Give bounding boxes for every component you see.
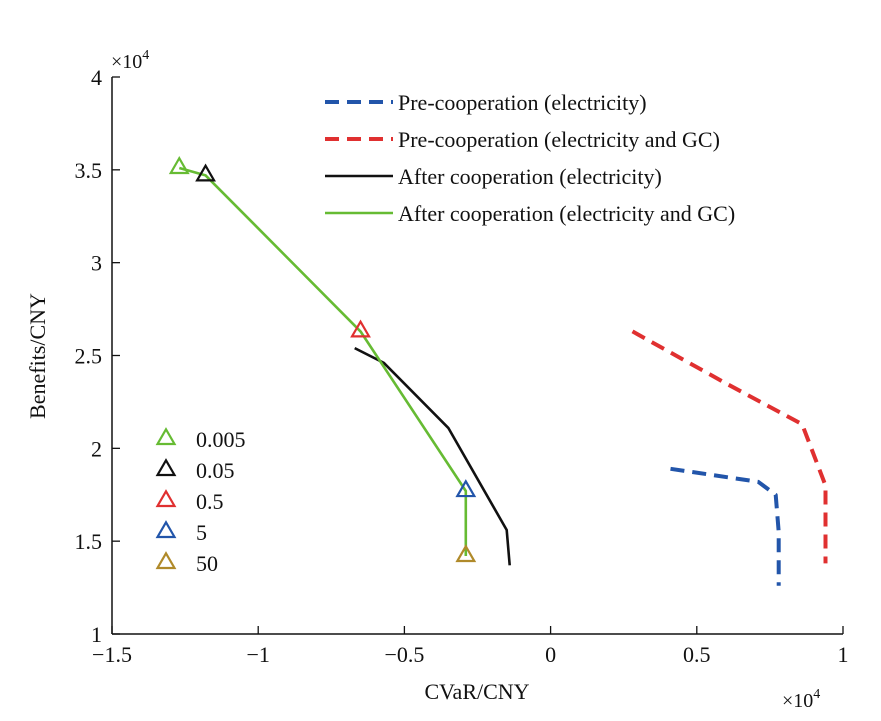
data-marker-4 (455, 479, 477, 498)
x-multiplier: ×104 (782, 687, 820, 712)
marker-legend-label-5: 50 (196, 551, 218, 576)
marker-legend-label-1: 0.005 (196, 427, 246, 452)
y-axis-label: Benefits/CNY (25, 293, 50, 419)
series-line-3 (354, 346, 511, 566)
series-line-4 (178, 166, 468, 556)
data-marker-2 (195, 163, 216, 182)
marker-legend-icon-1 (155, 427, 177, 446)
marker-legend-icon-4 (155, 520, 177, 539)
legend-label-4: After cooperation (electricity and GC) (398, 201, 735, 226)
x-tick-label: −0.5 (384, 642, 424, 667)
axes: −1.5 −1 −0.5 0 0.5 1 1 1.5 2 2.5 3 3.5 4 (75, 65, 849, 667)
y-tick-label: 4 (91, 65, 102, 90)
data-marker-1 (168, 156, 190, 175)
series-layer (178, 166, 828, 586)
y-tick-label: 2 (91, 436, 102, 461)
y-tick-label: 3 (91, 251, 102, 276)
x-tick-label: 1 (838, 642, 849, 667)
x-multiplier-base: ×10 (782, 690, 813, 712)
x-multiplier-exp: 4 (813, 687, 820, 702)
marker-legend-icon-3 (155, 489, 177, 508)
y-tick-label: 1 (91, 622, 102, 647)
y-tick-label: 1.5 (75, 529, 103, 554)
series-line-2 (631, 329, 828, 564)
marker-legend: 0.005 0.05 0.5 5 50 (155, 427, 246, 576)
data-marker-5 (455, 544, 477, 563)
marker-legend-label-2: 0.05 (196, 458, 235, 483)
y-tick-label: 3.5 (75, 158, 103, 183)
legend-label-1: Pre-cooperation (electricity) (398, 90, 647, 115)
marker-legend-icon-2 (155, 458, 177, 477)
y-multiplier-exp: 4 (142, 48, 149, 63)
marker-legend-label-4: 5 (196, 520, 207, 545)
data-marker-3 (350, 319, 371, 338)
y-multiplier-base: ×10 (111, 51, 142, 73)
x-tick-label: 0 (545, 642, 556, 667)
x-tick-label: −1.5 (92, 642, 132, 667)
x-axis-label: CVaR/CNY (424, 679, 529, 704)
x-tick-label: 0.5 (683, 642, 711, 667)
marker-legend-icon-5 (155, 551, 177, 570)
series-line-1 (670, 466, 781, 586)
x-tick-label: −1 (246, 642, 269, 667)
legend-label-3: After cooperation (electricity) (398, 164, 662, 189)
marker-legend-label-3: 0.5 (196, 489, 224, 514)
y-tick-label: 2.5 (75, 344, 103, 369)
marker-layer (168, 156, 477, 563)
legend: Pre-cooperation (electricity) Pre-coopera… (325, 90, 735, 226)
legend-label-2: Pre-cooperation (electricity and GC) (398, 127, 720, 152)
y-multiplier: ×104 (111, 48, 149, 73)
